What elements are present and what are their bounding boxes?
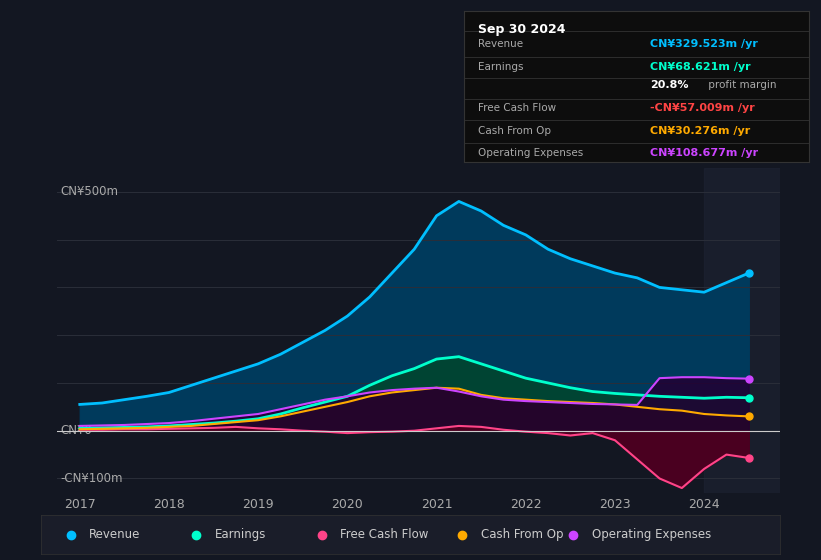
Text: Revenue: Revenue	[478, 39, 523, 49]
Text: 20.8%: 20.8%	[650, 80, 689, 90]
Bar	[704, 168, 793, 493]
Text: Sep 30 2024: Sep 30 2024	[478, 24, 565, 36]
Text: Earnings: Earnings	[215, 528, 266, 542]
Text: Free Cash Flow: Free Cash Flow	[341, 528, 429, 542]
Text: CN¥500m: CN¥500m	[60, 185, 118, 198]
Text: Free Cash Flow: Free Cash Flow	[478, 103, 556, 113]
Text: Revenue: Revenue	[89, 528, 140, 542]
Text: CN¥108.677m /yr: CN¥108.677m /yr	[650, 148, 758, 158]
Text: Cash From Op: Cash From Op	[481, 528, 563, 542]
Text: -CN¥57.009m /yr: -CN¥57.009m /yr	[650, 103, 754, 113]
Text: CN¥0: CN¥0	[60, 424, 92, 437]
Text: CN¥329.523m /yr: CN¥329.523m /yr	[650, 39, 758, 49]
Text: Operating Expenses: Operating Expenses	[591, 528, 711, 542]
Text: CN¥30.276m /yr: CN¥30.276m /yr	[650, 125, 750, 136]
Text: profit margin: profit margin	[705, 80, 777, 90]
Text: Cash From Op: Cash From Op	[478, 125, 551, 136]
Text: Operating Expenses: Operating Expenses	[478, 148, 583, 158]
Text: CN¥68.621m /yr: CN¥68.621m /yr	[650, 62, 750, 72]
Text: -CN¥100m: -CN¥100m	[60, 472, 122, 485]
Text: Earnings: Earnings	[478, 62, 523, 72]
